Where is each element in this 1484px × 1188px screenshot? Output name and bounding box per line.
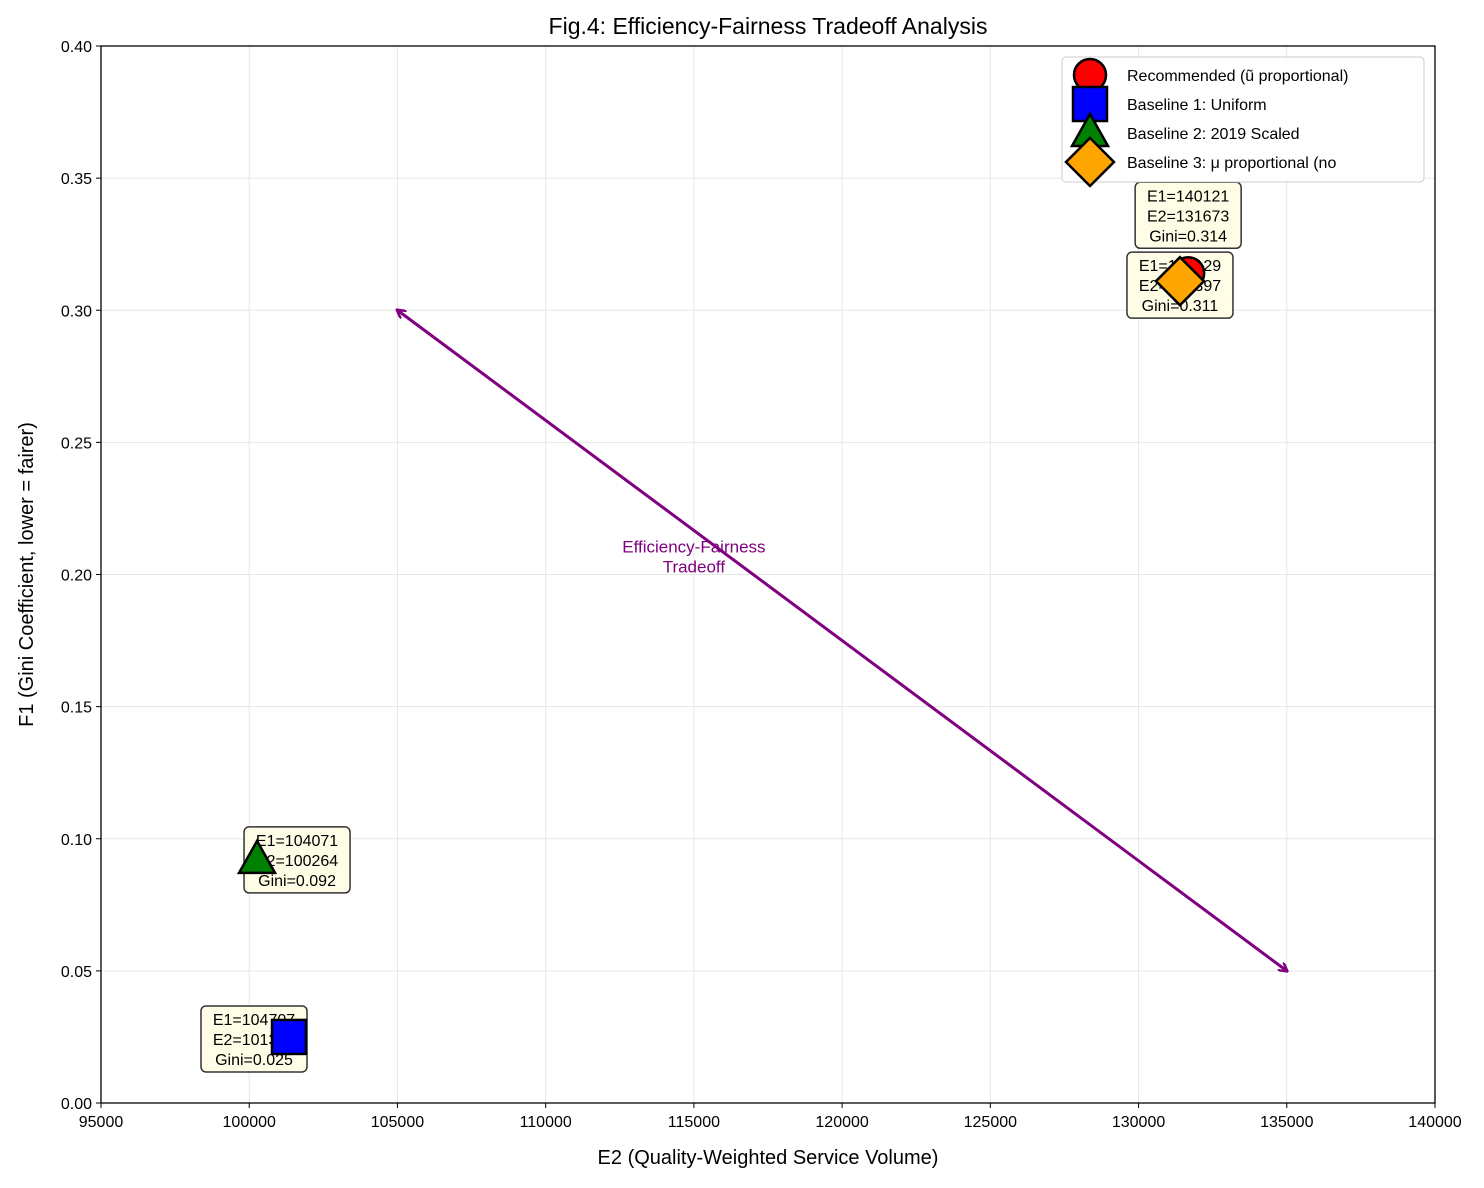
data-label-text: E2=131673 bbox=[1147, 208, 1229, 225]
data-label-text: Gini=0.092 bbox=[258, 873, 336, 890]
data-point-triangle bbox=[236, 838, 278, 875]
x-tick-label: 135000 bbox=[1260, 1114, 1313, 1131]
y-tick-label: 0.05 bbox=[61, 964, 92, 981]
x-tick-label: 95000 bbox=[79, 1114, 124, 1131]
x-tick-label: 105000 bbox=[371, 1114, 424, 1131]
data-point-square bbox=[270, 1018, 308, 1056]
x-tick-label: 120000 bbox=[815, 1114, 868, 1131]
legend-box bbox=[1061, 56, 1425, 183]
data-label-text: Gini=0.025 bbox=[215, 1052, 293, 1069]
annotation-text: Efficiency-Fairness bbox=[622, 538, 765, 557]
data-point-diamond bbox=[1154, 255, 1206, 307]
y-tick-label: 0.35 bbox=[61, 171, 92, 188]
plot-frame bbox=[100, 45, 1436, 1104]
y-tick-label: 0.40 bbox=[61, 39, 92, 56]
y-axis-label: F1 (Gini Coefficient, lower = fairer) bbox=[16, 422, 38, 727]
tradeoff-arrow bbox=[397, 310, 1286, 971]
y-tick-label: 0.15 bbox=[61, 700, 92, 717]
y-tick-label: 0.25 bbox=[61, 435, 92, 452]
chart-title: Fig.4: Efficiency-Fairness Tradeoff Anal… bbox=[549, 13, 988, 39]
legend-entry: Baseline 3: μ proportional (no bbox=[1127, 155, 1336, 172]
data-label-box bbox=[243, 826, 351, 894]
legend-entry: Baseline 2: 2019 Scaled bbox=[1127, 126, 1300, 143]
data-label-text: E2=100264 bbox=[256, 853, 338, 870]
x-tick-label: 130000 bbox=[1112, 1114, 1165, 1131]
legend-entry: Baseline 1: Uniform bbox=[1127, 97, 1267, 114]
y-tick-label: 0.30 bbox=[61, 303, 92, 320]
x-axis-label: E2 (Quality-Weighted Service Volume) bbox=[598, 1147, 939, 1169]
legend-marker-diamond bbox=[1064, 136, 1116, 188]
y-tick-label: 0.10 bbox=[61, 832, 92, 849]
data-label-text: E1=140121 bbox=[1147, 188, 1229, 205]
x-tick-label: 115000 bbox=[668, 1114, 720, 1131]
annotation-text: Tradeoff bbox=[663, 558, 726, 577]
y-tick-label: 0.20 bbox=[61, 568, 92, 585]
data-label-text: E1=104071 bbox=[256, 833, 338, 850]
x-tick-label: 110000 bbox=[520, 1114, 572, 1131]
x-tick-label: 140000 bbox=[1408, 1114, 1461, 1131]
legend-entry: Recommended (ũ proportional) bbox=[1127, 68, 1348, 85]
y-tick-label: 0.00 bbox=[61, 1096, 92, 1113]
data-label-text: Gini=0.314 bbox=[1149, 228, 1227, 245]
x-tick-label: 125000 bbox=[964, 1114, 1017, 1131]
x-tick-label: 100000 bbox=[223, 1114, 276, 1131]
